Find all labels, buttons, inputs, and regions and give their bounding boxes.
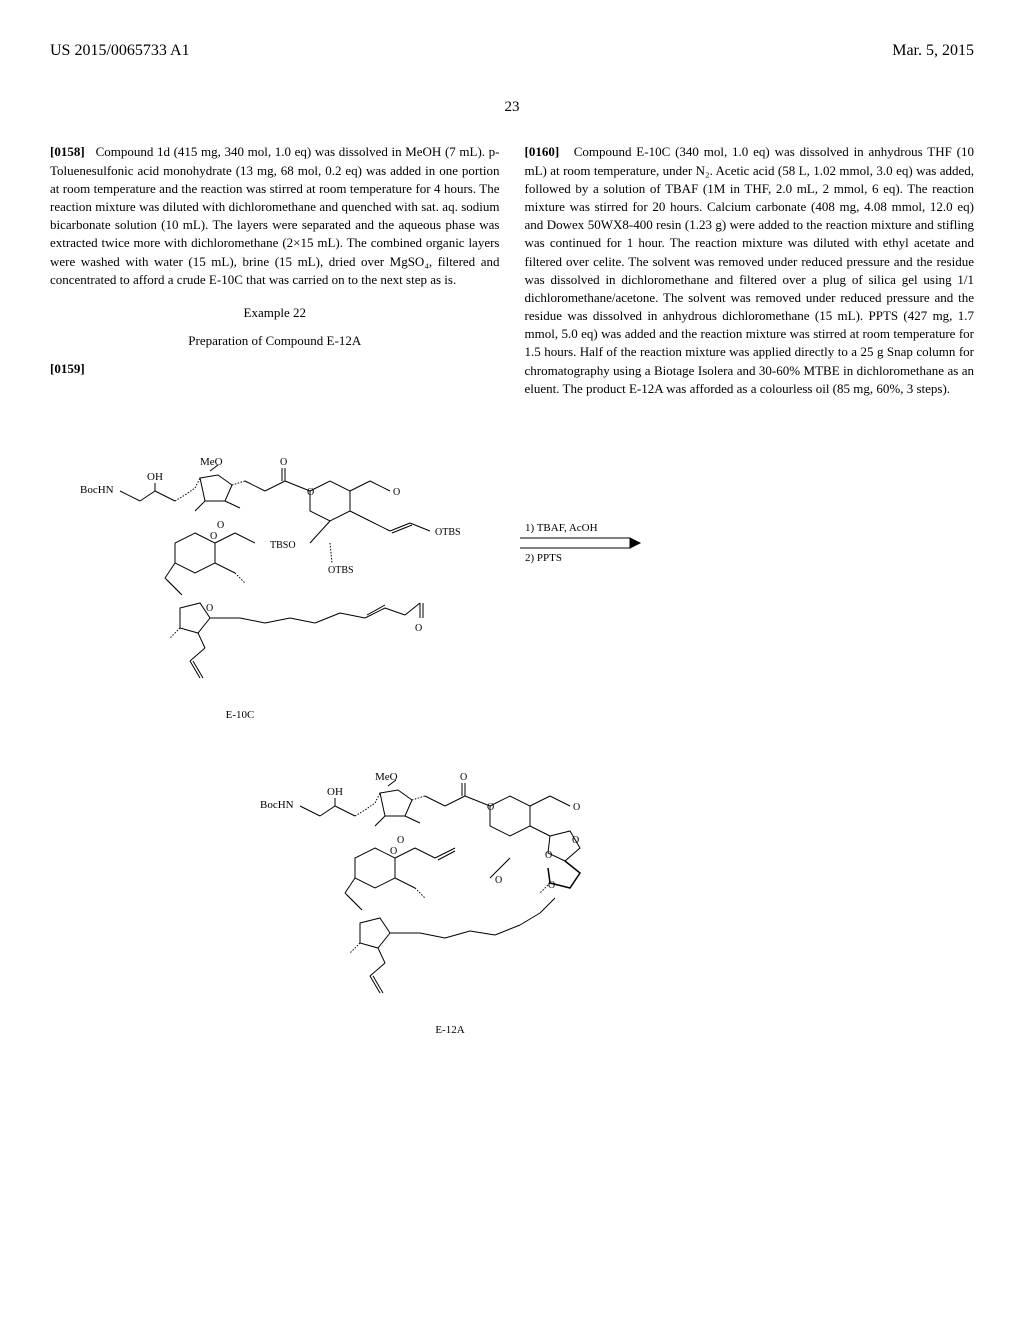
publication-date: Mar. 5, 2015	[892, 40, 974, 62]
paragraph-0159: [0159]	[50, 360, 500, 378]
label-oh-2: OH	[327, 786, 343, 798]
reaction-step2: 2) PPTS	[525, 552, 562, 564]
label-oh: OH	[147, 471, 163, 483]
structure-e10c-svg: BocHN OH MeO O	[50, 443, 850, 733]
label-otbs1: OTBS	[435, 527, 461, 538]
label-o6: O	[206, 603, 213, 614]
content-columns: [0158] Compound 1d (415 mg, 340 mol, 1.0…	[50, 143, 974, 413]
label-o1-2: O	[397, 835, 404, 846]
structure-e12a: BocHN OH MeO O	[230, 753, 974, 1053]
label-o3: O	[307, 487, 314, 498]
structure-e12a-svg: BocHN OH MeO O	[230, 753, 730, 1053]
para-text-0160: Compound E-10C (340 mol, 1.0 eq) was dis…	[525, 144, 975, 395]
para-num-0159: [0159]	[50, 361, 85, 376]
label-o8-2: O	[390, 846, 397, 857]
left-column: [0158] Compound 1d (415 mg, 340 mol, 1.0…	[50, 143, 500, 413]
label-bochn: BocHN	[80, 484, 114, 496]
prep-title: Preparation of Compound E-12A	[50, 332, 500, 350]
label-o1: O	[217, 520, 224, 531]
label-o6-2: O	[572, 835, 579, 846]
label-o9-2: O	[495, 875, 502, 886]
page-number: 23	[50, 97, 974, 118]
label-o2-2: O	[460, 772, 467, 783]
paragraph-0160: [0160] Compound E-10C (340 mol, 1.0 eq) …	[525, 143, 975, 398]
chemical-structures: BocHN OH MeO O	[50, 443, 974, 1053]
structure-e10c: BocHN OH MeO O	[50, 443, 974, 733]
publication-number: US 2015/0065733 A1	[50, 40, 190, 62]
label-meo: MeO	[200, 456, 223, 468]
para-text-0158: Compound 1d (415 mg, 340 mol, 1.0 eq) wa…	[50, 144, 500, 286]
reaction-step1: 1) TBAF, AcOH	[525, 522, 598, 534]
para-num-0160: [0160]	[525, 144, 560, 159]
label-otbs2: OTBS	[328, 565, 354, 576]
label-o2: O	[280, 457, 287, 468]
label-o7-2: O	[548, 880, 555, 891]
header: US 2015/0065733 A1 Mar. 5, 2015	[50, 40, 974, 62]
label-o4: O	[393, 487, 400, 498]
para-num-0158: [0158]	[50, 144, 85, 159]
e10c-label: E-10C	[226, 709, 255, 721]
label-tbso: TBSO	[270, 540, 296, 551]
label-o7: O	[415, 623, 422, 634]
label-o5-2: O	[545, 850, 552, 861]
label-o4-2: O	[573, 802, 580, 813]
label-o3-2: O	[487, 802, 494, 813]
right-column: [0160] Compound E-10C (340 mol, 1.0 eq) …	[525, 143, 975, 413]
label-bochn-2: BocHN	[260, 799, 294, 811]
e12a-label: E-12A	[435, 1024, 464, 1036]
label-o5: O	[210, 531, 217, 542]
example-22-title: Example 22	[50, 304, 500, 322]
paragraph-0158: [0158] Compound 1d (415 mg, 340 mol, 1.0…	[50, 143, 500, 289]
